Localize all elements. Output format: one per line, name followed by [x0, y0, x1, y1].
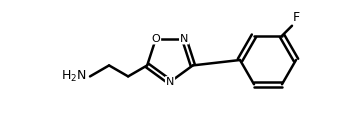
- Text: O: O: [151, 34, 160, 44]
- Text: N: N: [180, 34, 188, 44]
- Text: H$_2$N: H$_2$N: [62, 69, 87, 84]
- Text: F: F: [293, 11, 300, 24]
- Text: N: N: [166, 77, 174, 87]
